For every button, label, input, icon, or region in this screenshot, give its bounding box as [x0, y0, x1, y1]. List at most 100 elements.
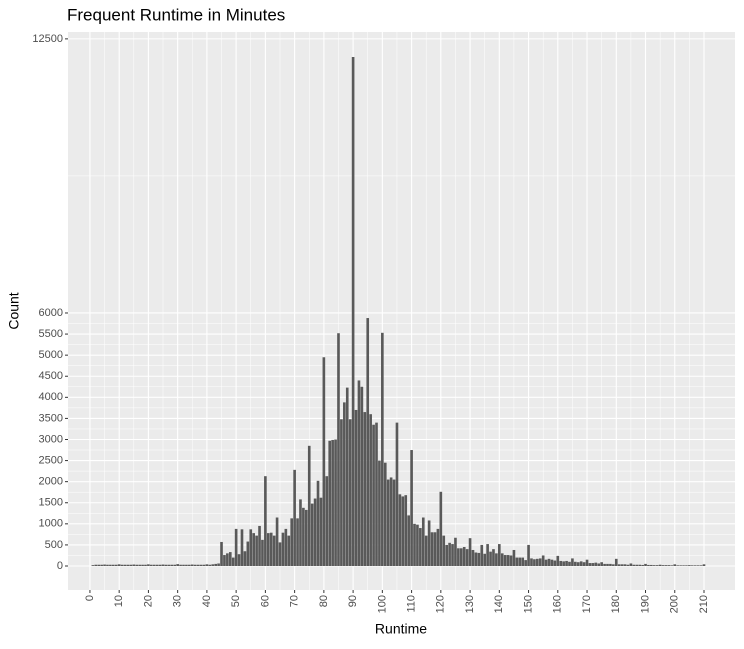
bar — [220, 541, 223, 567]
bar — [348, 419, 352, 567]
bar — [296, 518, 299, 567]
x-tick-label: 120 — [435, 595, 447, 613]
bar — [658, 564, 662, 567]
bar — [527, 544, 530, 567]
bar — [340, 419, 343, 567]
bar — [644, 563, 647, 567]
y-tick-label: 6000 — [39, 307, 63, 319]
bar — [626, 564, 630, 567]
bar — [372, 424, 375, 567]
bar — [521, 557, 525, 567]
bar — [231, 557, 235, 567]
bar — [635, 564, 639, 567]
bar — [360, 386, 364, 567]
x-tick-label: 80 — [318, 595, 330, 607]
bar — [606, 563, 609, 567]
bar — [199, 564, 203, 567]
bar — [331, 439, 334, 567]
bar — [629, 563, 633, 567]
bar — [682, 565, 685, 567]
bar — [392, 479, 396, 567]
bar — [439, 491, 443, 567]
y-tick-label: 2000 — [39, 476, 63, 488]
bar — [147, 564, 150, 567]
bar — [155, 564, 159, 567]
bar — [433, 532, 437, 567]
bar — [436, 528, 440, 567]
bar — [457, 548, 460, 567]
bar — [287, 535, 291, 567]
bar — [252, 533, 255, 567]
x-tick-label: 170 — [581, 595, 593, 613]
x-tick-label: 190 — [639, 595, 651, 613]
bar — [588, 563, 592, 567]
bar — [664, 565, 668, 567]
bar — [541, 555, 545, 567]
y-tick-label: 2500 — [39, 454, 63, 466]
bar — [375, 422, 378, 567]
bar — [647, 564, 650, 567]
bar — [533, 559, 536, 567]
bar — [325, 476, 329, 567]
bar — [424, 535, 428, 567]
x-tick-label: 90 — [347, 595, 359, 607]
bar — [597, 563, 601, 567]
bar — [363, 412, 367, 567]
bar — [141, 564, 144, 567]
bar — [419, 528, 422, 567]
bar — [609, 563, 612, 567]
bar — [305, 509, 308, 567]
bar — [445, 544, 448, 567]
bar — [266, 533, 270, 567]
bar — [313, 498, 317, 567]
x-tick-label: 50 — [230, 595, 242, 607]
bar — [632, 564, 636, 567]
bar — [281, 532, 285, 567]
bar — [474, 552, 478, 567]
bar — [264, 476, 267, 567]
bar — [559, 560, 563, 567]
x-tick-label: 140 — [493, 595, 505, 613]
x-tick-label: 60 — [259, 595, 271, 607]
bar — [398, 494, 402, 567]
bar — [492, 549, 495, 567]
bar — [126, 564, 130, 567]
bar — [278, 542, 282, 567]
bar — [401, 496, 405, 567]
bar — [237, 554, 241, 567]
bar — [138, 564, 141, 567]
y-tick-label: 4000 — [39, 391, 63, 403]
bar — [594, 562, 598, 567]
bar — [164, 564, 168, 567]
chart-title: Frequent Runtime in Minutes — [67, 5, 285, 24]
bar — [591, 563, 595, 567]
bar — [290, 518, 294, 567]
bar — [416, 524, 419, 567]
bar — [641, 564, 644, 567]
bar — [454, 537, 457, 567]
y-axis-label: Count — [6, 292, 22, 329]
bar — [214, 563, 217, 567]
bar — [378, 460, 381, 567]
x-tick-label: 150 — [522, 595, 534, 613]
bar — [345, 387, 349, 567]
bar — [196, 564, 200, 567]
bar — [202, 564, 206, 567]
bar — [562, 561, 565, 567]
bar — [524, 560, 527, 567]
bar — [106, 564, 109, 567]
x-tick-label: 210 — [698, 595, 710, 613]
bar — [261, 539, 264, 567]
x-tick-label: 30 — [172, 595, 184, 607]
bar — [275, 517, 279, 567]
bar — [509, 555, 513, 567]
bar — [354, 409, 358, 567]
bar — [293, 469, 296, 567]
bar — [188, 564, 191, 567]
bar — [284, 528, 288, 567]
bar — [427, 520, 431, 567]
bar — [91, 565, 95, 567]
bar — [579, 561, 583, 567]
bar — [688, 565, 691, 567]
bar — [655, 565, 659, 567]
